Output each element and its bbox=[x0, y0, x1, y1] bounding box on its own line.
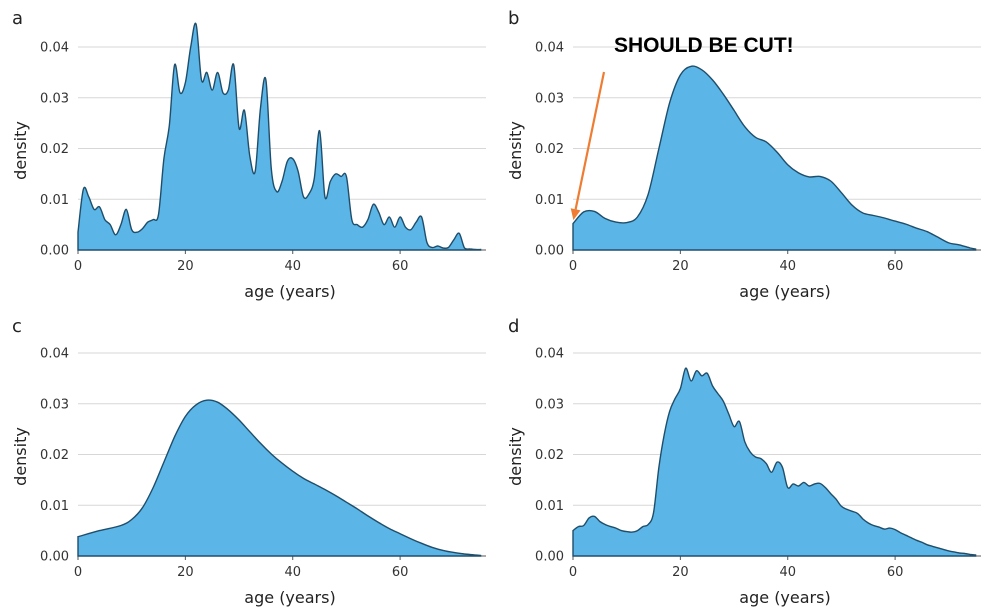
panel-b-x-axis-title: age (years) bbox=[739, 282, 830, 301]
panel-a-x-tick-label: 40 bbox=[284, 259, 301, 274]
panel-b-y-tick-label: 0.04 bbox=[535, 41, 564, 56]
panel-a-y-tick-label: 0.00 bbox=[40, 244, 69, 259]
annotation-arrowhead-icon bbox=[570, 208, 581, 221]
panel-c-x-axis-title: age (years) bbox=[244, 588, 335, 607]
panel-c-x-ticks: 0 20 40 60 bbox=[74, 556, 409, 580]
panel-d-y-ticks: 0.00 0.01 0.02 0.03 0.04 bbox=[535, 347, 564, 565]
panel-c-y-axis-title: density bbox=[11, 427, 30, 486]
panel-c-x-tick-label: 40 bbox=[284, 565, 301, 580]
panel-c-y-tick-label: 0.00 bbox=[40, 550, 69, 565]
panel-c-y-tick-label: 0.02 bbox=[40, 448, 69, 463]
panel-a-y-ticks: 0.00 0.01 0.02 0.03 0.04 bbox=[40, 41, 69, 259]
panel-a-y-tick-label: 0.02 bbox=[40, 142, 69, 157]
panel-d-x-tick-label: 0 bbox=[569, 565, 577, 580]
panel-d: d 0.00 0.01 0.02 0.03 0.04 0 20 40 60 age (year… bbox=[506, 316, 981, 607]
panel-b-y-tick-label: 0.03 bbox=[535, 91, 564, 106]
panel-b-letter: b bbox=[508, 8, 519, 29]
panel-a-y-tick-label: 0.03 bbox=[40, 91, 69, 106]
panel-c-x-tick-label: 0 bbox=[74, 565, 82, 580]
panel-d-y-tick-label: 0.00 bbox=[535, 550, 564, 565]
panel-d-x-tick-label: 40 bbox=[779, 565, 796, 580]
panel-d-y-tick-label: 0.04 bbox=[535, 347, 564, 362]
panel-a-letter: a bbox=[12, 8, 23, 29]
panel-b-y-tick-label: 0.01 bbox=[535, 193, 564, 208]
panel-c-y-tick-label: 0.03 bbox=[40, 397, 69, 412]
annotation-text: SHOULD BE CUT! bbox=[614, 34, 794, 57]
should-be-cut-annotation: SHOULD BE CUT! bbox=[570, 34, 794, 221]
panel-d-y-tick-label: 0.02 bbox=[535, 448, 564, 463]
annotation-arrow bbox=[574, 71, 606, 210]
panel-c-x-tick-label: 60 bbox=[392, 565, 409, 580]
panel-d-y-axis-title: density bbox=[506, 427, 525, 486]
panel-b-y-tick-label: 0.00 bbox=[535, 244, 564, 259]
panel-d-x-axis-title: age (years) bbox=[739, 588, 830, 607]
panel-d-y-tick-label: 0.01 bbox=[535, 499, 564, 514]
panel-a-x-axis-title: age (years) bbox=[244, 282, 335, 301]
panel-b: b 0.00 0.01 0.02 0.03 0.04 0 20 40 60 age (year… bbox=[506, 8, 981, 301]
panel-b-y-ticks: 0.00 0.01 0.02 0.03 0.04 bbox=[535, 41, 564, 259]
panel-d-x-tick-label: 60 bbox=[887, 565, 904, 580]
panel-b-x-tick-label: 0 bbox=[569, 259, 577, 274]
panel-a-x-tick-label: 60 bbox=[392, 259, 409, 274]
panel-a: a 0.00 0.01 0.02 0.03 0.04 0 20 40 60 age (year… bbox=[11, 8, 486, 301]
panel-a-y-tick-label: 0.04 bbox=[40, 41, 69, 56]
panel-d-x-ticks: 0 20 40 60 bbox=[569, 556, 904, 580]
panel-a-y-axis-title: density bbox=[11, 121, 30, 180]
panel-a-density-area bbox=[77, 22, 482, 251]
panel-d-letter: d bbox=[508, 316, 519, 337]
panel-a-x-tick-label: 20 bbox=[177, 259, 194, 274]
panel-d-y-tick-label: 0.03 bbox=[535, 397, 564, 412]
panel-c-x-tick-label: 20 bbox=[177, 565, 194, 580]
panel-c-y-tick-label: 0.01 bbox=[40, 499, 69, 514]
panel-a-x-ticks: 0 20 40 60 bbox=[74, 250, 409, 274]
panel-c-y-tick-label: 0.04 bbox=[40, 347, 69, 362]
panel-a-x-tick-label: 0 bbox=[74, 259, 82, 274]
panel-c: c 0.00 0.01 0.02 0.03 0.04 0 20 40 60 age (year… bbox=[11, 316, 486, 607]
panel-c-density-area bbox=[77, 399, 482, 557]
panel-b-density-area bbox=[572, 65, 977, 251]
panel-b-x-tick-label: 20 bbox=[672, 259, 689, 274]
panel-a-y-tick-label: 0.01 bbox=[40, 193, 69, 208]
panel-b-y-tick-label: 0.02 bbox=[535, 142, 564, 157]
panel-b-y-axis-title: density bbox=[506, 121, 525, 180]
panel-b-x-ticks: 0 20 40 60 bbox=[569, 250, 904, 274]
panel-c-letter: c bbox=[12, 316, 22, 337]
panel-c-y-ticks: 0.00 0.01 0.02 0.03 0.04 bbox=[40, 347, 69, 565]
panel-d-density-area bbox=[572, 367, 977, 557]
panel-d-x-tick-label: 20 bbox=[672, 565, 689, 580]
panel-b-x-tick-label: 40 bbox=[779, 259, 796, 274]
panel-b-x-tick-label: 60 bbox=[887, 259, 904, 274]
